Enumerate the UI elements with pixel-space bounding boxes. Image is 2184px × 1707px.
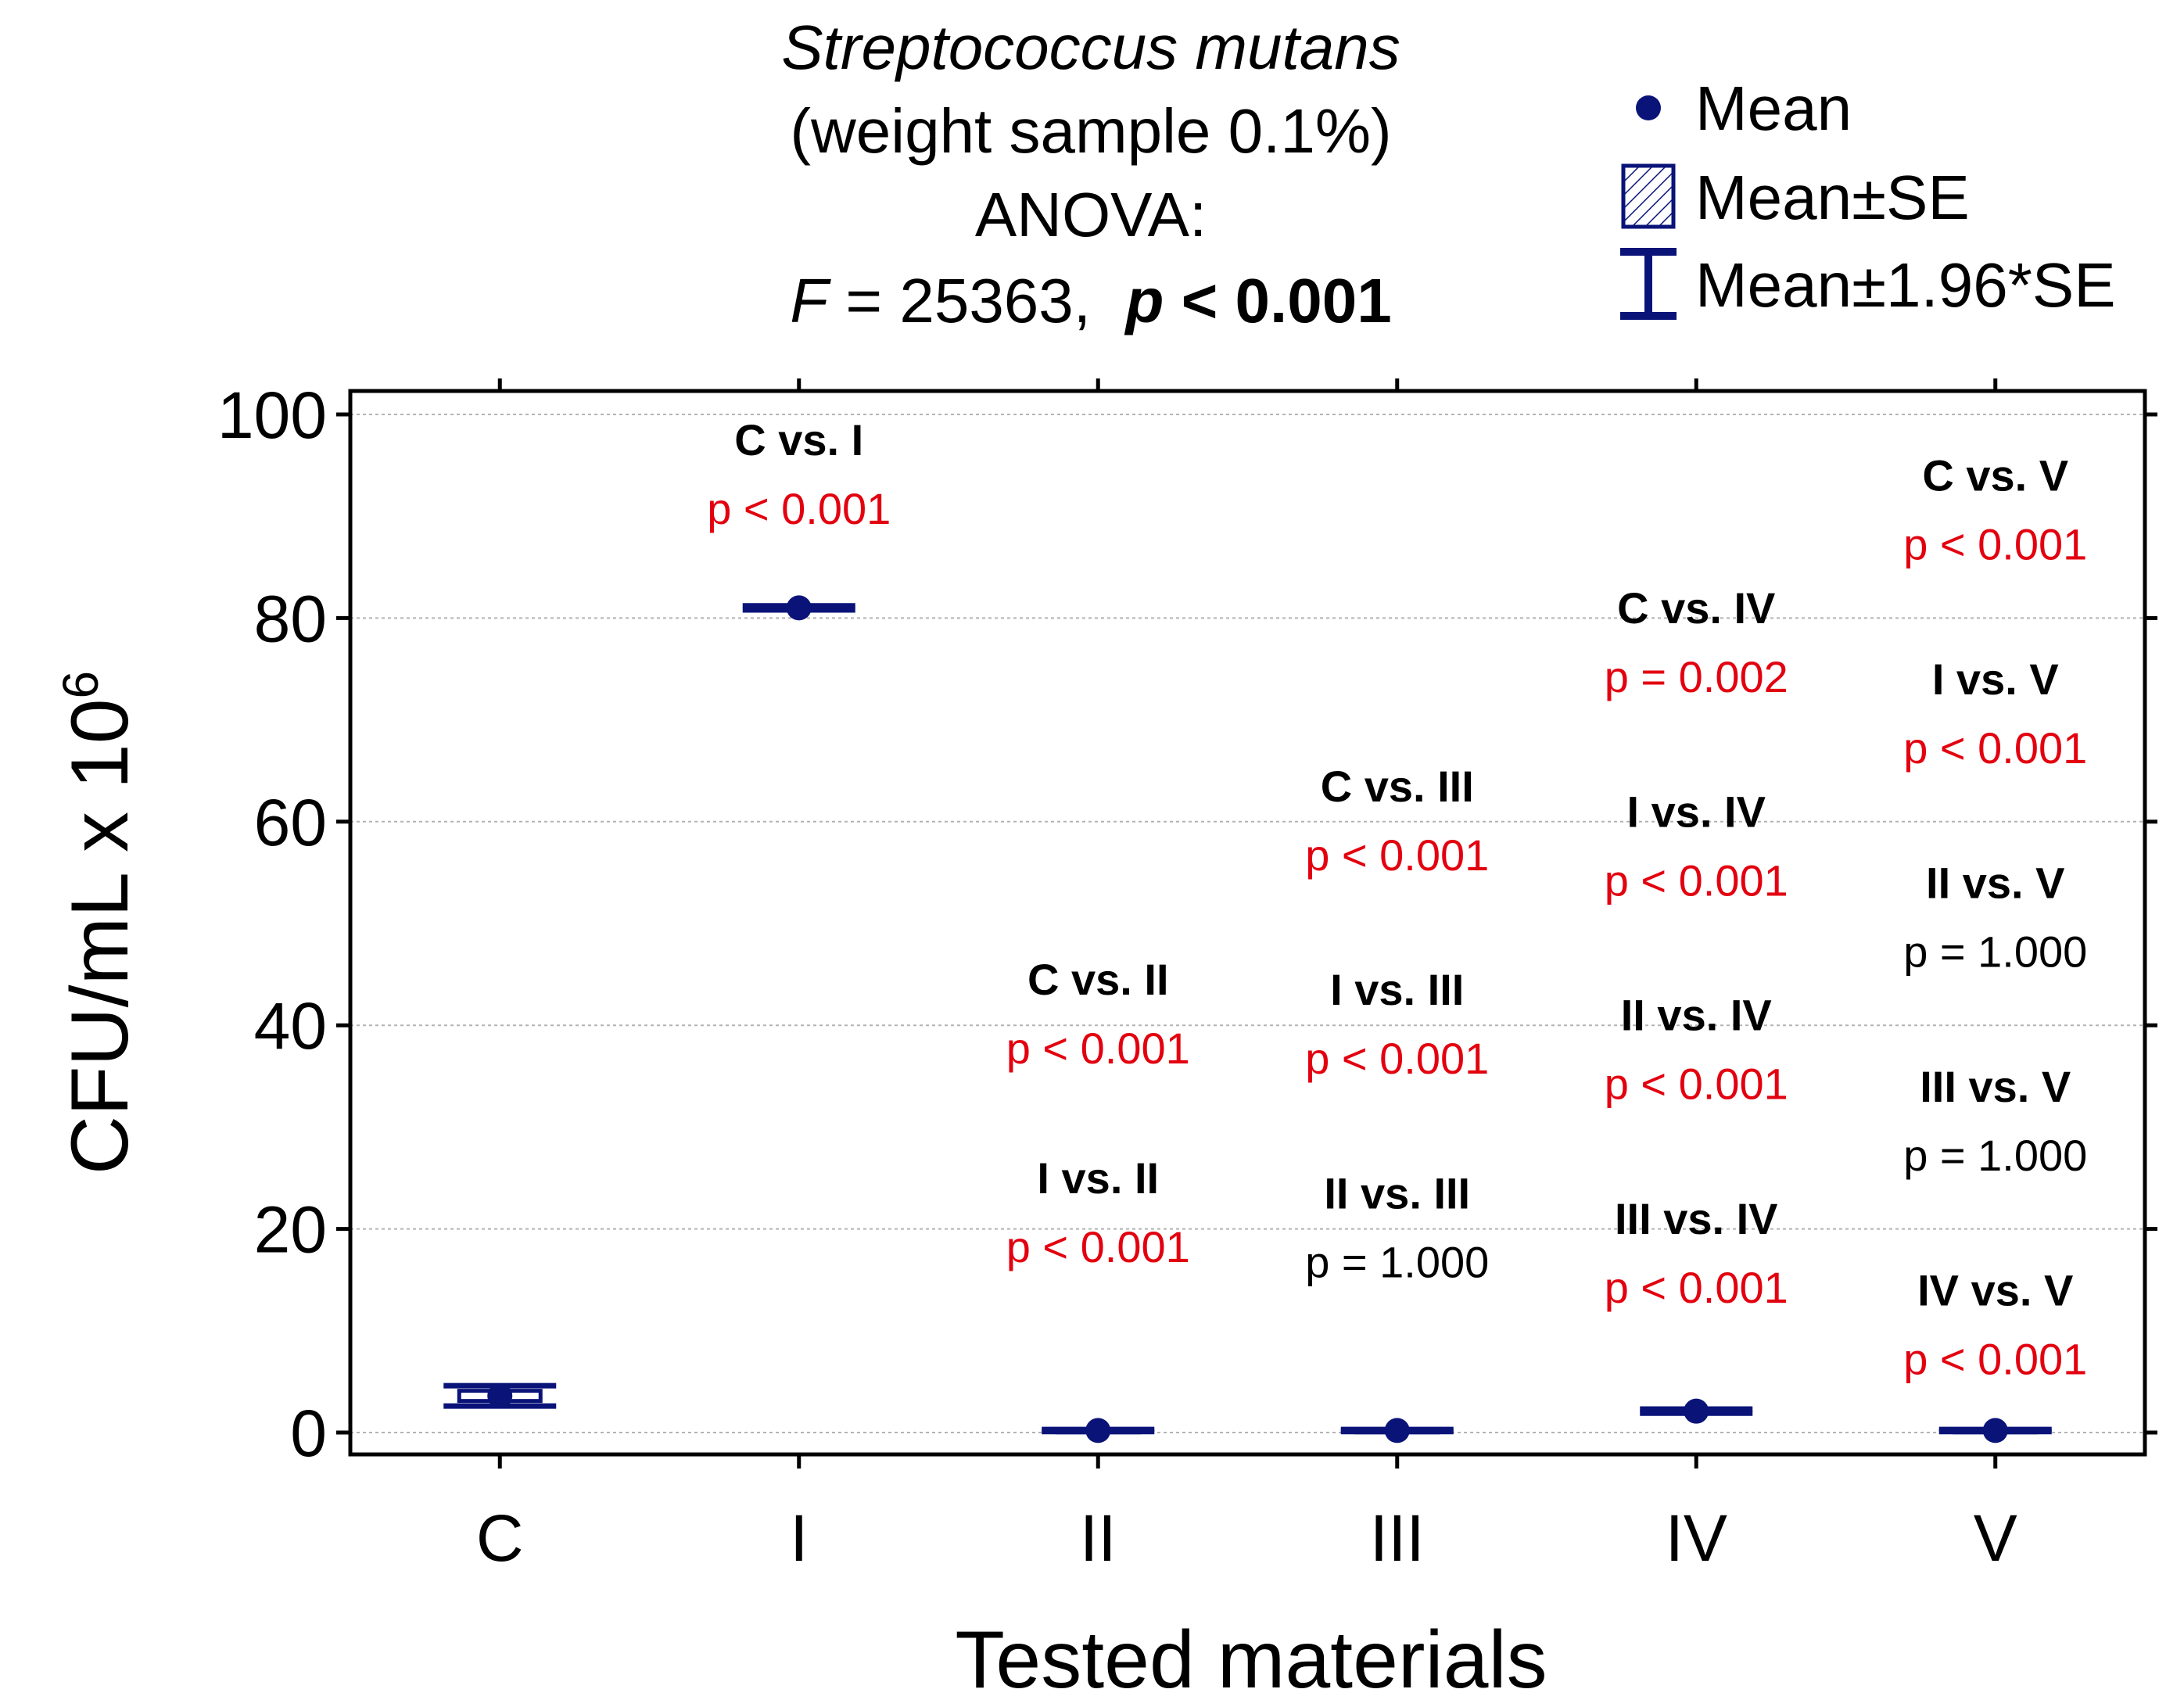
error-bar-icon bbox=[1620, 248, 1677, 320]
y-axis-label: CFU/mL x 106 bbox=[52, 671, 145, 1174]
comparison-p-value: p < 0.001 bbox=[1006, 1024, 1190, 1073]
gridlines bbox=[350, 414, 2145, 1433]
comparison-label: I vs. V bbox=[1932, 654, 2059, 704]
legend: Mean Mean±SE Mean±1.96*SE bbox=[1620, 74, 2116, 320]
data-marks bbox=[443, 595, 2052, 1443]
comparison-p-value: p = 0.002 bbox=[1605, 652, 1788, 701]
comparison-p-value: p < 0.001 bbox=[1305, 830, 1489, 880]
mean-point bbox=[1085, 1418, 1111, 1443]
title-test: ANOVA: bbox=[975, 180, 1207, 249]
plot-frame bbox=[348, 389, 2147, 1457]
comparison-label: III vs. IV bbox=[1615, 1194, 1778, 1243]
y-axis-label-base: CFU/mL x 10 bbox=[55, 698, 145, 1174]
comparison-label: III vs. V bbox=[1920, 1062, 2071, 1111]
comparison-label: C vs. I bbox=[734, 415, 863, 464]
hatched-box-icon bbox=[1621, 163, 1676, 229]
x-tick-label: IV bbox=[1666, 1501, 1727, 1575]
y-axis-label-exponent: 6 bbox=[52, 671, 109, 699]
comparison-p-value: p < 0.001 bbox=[1903, 723, 2087, 773]
mean-point bbox=[487, 1383, 513, 1409]
comparison-p-value: p = 1.000 bbox=[1903, 927, 2087, 976]
x-tick-label: II bbox=[1080, 1501, 1117, 1575]
title-stats: F = 25363, p < 0.001 bbox=[790, 266, 1391, 335]
mean-point bbox=[1982, 1418, 2008, 1443]
comparison-label: II vs. III bbox=[1324, 1169, 1470, 1218]
x-tick-label: III bbox=[1370, 1501, 1425, 1575]
legend-mean: Mean bbox=[1695, 74, 1852, 143]
y-tick-label: 20 bbox=[254, 1193, 327, 1267]
comparison-p-value: p < 0.001 bbox=[1605, 855, 1788, 905]
legend-mean-ci: Mean±1.96*SE bbox=[1695, 250, 2116, 320]
f-value: = 25363, bbox=[828, 266, 1125, 335]
y-tick-label: 0 bbox=[290, 1397, 327, 1470]
x-tick-label: V bbox=[1974, 1501, 2017, 1575]
comparison-label: I vs. IV bbox=[1627, 787, 1766, 836]
comparison-p-value: p < 0.001 bbox=[1605, 1060, 1788, 1109]
x-axis-ticks: C I II III IV V bbox=[476, 378, 2017, 1575]
mean-point bbox=[1684, 1398, 1709, 1424]
comparison-p-value: p < 0.001 bbox=[1903, 1334, 2087, 1383]
comparison-p-value: p < 0.001 bbox=[1006, 1222, 1190, 1271]
y-axis-ticks: 0 20 40 60 80 100 bbox=[217, 378, 2157, 1470]
comparison-p-value: p < 0.001 bbox=[1903, 520, 2087, 569]
f-label: F bbox=[790, 266, 831, 335]
title-species: Streptococcus mutans bbox=[781, 13, 1400, 82]
comparison-annotations: C vs. I p < 0.001 C vs. II p < 0.001 I vs. I… bbox=[707, 415, 2087, 1383]
x-tick-label: I bbox=[790, 1501, 808, 1575]
comparison-p-value: p < 0.001 bbox=[1605, 1263, 1788, 1312]
comparison-p-value: p < 0.001 bbox=[1305, 1034, 1489, 1083]
comparison-label: I vs. II bbox=[1037, 1153, 1159, 1203]
x-axis-label: Tested materials bbox=[955, 1615, 1547, 1705]
comparison-p-value: p = 1.000 bbox=[1305, 1238, 1489, 1287]
p-label: p bbox=[1124, 266, 1164, 335]
y-tick-label: 60 bbox=[254, 786, 327, 859]
title-subtitle: (weight sample 0.1%) bbox=[790, 96, 1391, 166]
x-tick-label: C bbox=[476, 1501, 524, 1575]
y-tick-label: 80 bbox=[254, 582, 327, 655]
mean-point bbox=[1384, 1418, 1410, 1443]
comparison-label: C vs. IV bbox=[1617, 583, 1775, 633]
comparison-label: II vs. V bbox=[1926, 858, 2064, 907]
comparison-label: I vs. III bbox=[1330, 965, 1464, 1014]
y-tick-label: 40 bbox=[254, 989, 327, 1063]
comparison-label: II vs. IV bbox=[1621, 991, 1772, 1040]
legend-mean-se: Mean±SE bbox=[1695, 163, 1970, 232]
comparison-label: C vs. II bbox=[1027, 955, 1169, 1004]
comparison-p-value: p = 1.000 bbox=[1903, 1131, 2087, 1180]
y-tick-label: 100 bbox=[217, 378, 327, 452]
comparison-label: C vs. V bbox=[1922, 451, 2068, 500]
mean-point bbox=[786, 595, 812, 621]
comparison-label: IV vs. V bbox=[1917, 1265, 2073, 1314]
comparison-label: C vs. III bbox=[1321, 762, 1474, 811]
chart-title: Streptococcus mutans (weight sample 0.1%… bbox=[781, 13, 1400, 335]
comparison-p-value: p < 0.001 bbox=[707, 484, 891, 533]
p-value: < 0.001 bbox=[1164, 266, 1391, 335]
filled-circle-icon bbox=[1636, 95, 1661, 120]
